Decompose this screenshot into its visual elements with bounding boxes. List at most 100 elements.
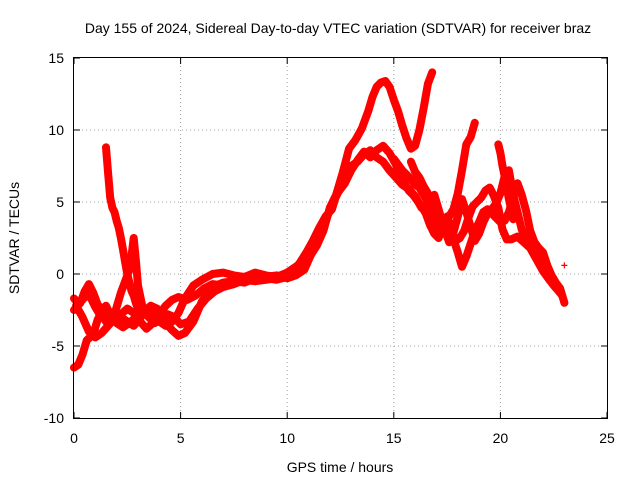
data-point-marker: [162, 322, 169, 329]
data-point-marker: [79, 351, 86, 358]
data-point-marker: [92, 304, 99, 311]
data-point-marker: [130, 235, 137, 241]
data-point-marker: [175, 332, 182, 339]
data-point-marker: [503, 184, 510, 191]
data-point-marker: [132, 299, 139, 306]
data-point-marker: [480, 209, 487, 216]
data-point-marker: [301, 258, 308, 265]
data-point-marker: [124, 271, 131, 277]
data-point-marker: [548, 272, 555, 279]
data-point-marker: [198, 276, 205, 283]
data-point-marker: [471, 227, 478, 234]
data-point-marker: [79, 314, 86, 321]
data-point-marker: [113, 217, 120, 224]
data-point-marker: [407, 175, 414, 182]
data-point-marker: [303, 249, 310, 256]
data-point-marker: [544, 262, 551, 269]
data-point-marker: [454, 213, 461, 220]
data-point-marker: [518, 226, 525, 233]
data-point-marker: [335, 184, 342, 191]
data-point-marker: [183, 296, 190, 303]
data-point-marker: [463, 209, 470, 216]
data-point-marker: [360, 151, 367, 158]
x-tick-label: 20: [493, 430, 509, 446]
data-point-marker: [158, 315, 165, 322]
data-point-marker: [117, 311, 124, 318]
data-point-marker: [373, 154, 380, 161]
data-point-marker: [522, 207, 529, 214]
data-point-marker: [262, 276, 269, 283]
data-point-marker: [497, 150, 504, 157]
data-point-marker: [531, 239, 538, 246]
data-point-marker: [175, 294, 182, 301]
x-axis-label: GPS time / hours: [287, 459, 394, 475]
data-point-marker: [412, 142, 419, 149]
data-point-marker: [181, 330, 188, 337]
data-point-marker: [418, 204, 425, 211]
data-point-marker: [493, 200, 500, 207]
data-point-marker: [169, 296, 176, 303]
data-point-marker: [482, 187, 489, 194]
data-point-marker: [85, 281, 92, 288]
data-point-marker: [130, 292, 137, 299]
data-point-marker: [100, 315, 107, 322]
data-point-marker: [105, 170, 112, 177]
data-point-marker: [424, 80, 431, 87]
data-point-marker: [431, 230, 438, 237]
data-point-marker: [301, 266, 308, 273]
data-point-marker: [450, 236, 457, 243]
data-point-marker: [284, 269, 291, 276]
data-point-marker: [407, 158, 414, 165]
y-axis-label: SDTVAR / TECUs: [6, 182, 22, 294]
data-point-marker: [476, 219, 483, 226]
data-point-marker: [463, 141, 470, 148]
data-point-marker: [501, 173, 508, 180]
x-tick-label: 5: [177, 430, 185, 446]
data-point-marker: [162, 302, 169, 309]
data-point-marker: [328, 206, 335, 213]
data-point-marker: [399, 122, 406, 129]
data-point-marker: [395, 161, 402, 168]
data-point-marker: [392, 174, 399, 181]
data-point-marker: [501, 217, 508, 224]
data-point-marker: [134, 305, 141, 312]
data-point-marker: [412, 168, 419, 175]
data-point-marker: [497, 219, 504, 226]
data-point-marker: [120, 246, 127, 253]
data-point-marker: [378, 79, 385, 86]
data-point-marker: [469, 203, 476, 210]
data-point-marker: [382, 78, 389, 85]
series-track-g: [415, 118, 479, 231]
data-point-marker: [111, 209, 118, 216]
chart-title: Day 155 of 2024, Sidereal Day-to-day VTE…: [85, 20, 591, 36]
data-point-marker: [535, 245, 542, 252]
data-point-marker: [508, 236, 515, 243]
data-point-marker: [147, 302, 154, 309]
data-point-marker: [209, 271, 216, 277]
data-point-marker: [399, 181, 406, 188]
data-point-marker: [132, 256, 139, 263]
data-point-marker: [505, 196, 512, 203]
data-point-marker: [85, 328, 92, 335]
data-point-marker: [561, 299, 568, 306]
data-point-marker: [420, 105, 427, 112]
data-point-marker: [508, 206, 515, 213]
data-point-marker: [75, 299, 82, 306]
data-point-marker: [429, 69, 436, 76]
data-point-marker: [514, 180, 521, 187]
x-tick-label: 0: [70, 430, 78, 446]
x-tick-label: 25: [599, 430, 615, 446]
data-point-marker: [431, 191, 438, 198]
data-point-marker: [316, 224, 323, 231]
data-point-marker: [175, 309, 182, 316]
data-point-marker: [241, 276, 248, 283]
data-point-marker: [145, 314, 152, 321]
data-point-marker: [354, 158, 361, 165]
data-point-marker: [514, 233, 521, 240]
data-point-marker: [373, 83, 380, 90]
data-point-marker: [128, 252, 135, 259]
data-point-marker: [143, 325, 150, 332]
data-point-marker: [358, 125, 365, 132]
x-tick-label: 10: [279, 430, 295, 446]
data-point-marker: [134, 282, 141, 289]
